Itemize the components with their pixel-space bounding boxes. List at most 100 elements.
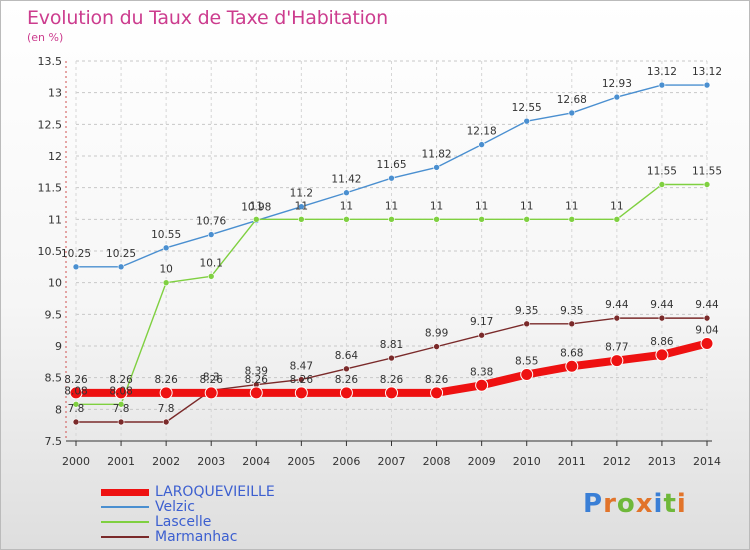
data-point: [523, 117, 531, 125]
data-point: [703, 81, 711, 89]
y-tick-label: 7.5: [45, 435, 63, 448]
data-label: 10.25: [106, 248, 136, 260]
data-label: 11: [340, 200, 353, 212]
y-tick-label: 8: [55, 403, 62, 416]
data-label: 8.26: [335, 374, 359, 386]
data-label: 9.35: [515, 305, 538, 317]
data-label: 8.99: [425, 328, 448, 340]
legend-label: Velzic: [155, 499, 195, 515]
x-tick-label: 2009: [468, 455, 496, 468]
data-point: [298, 216, 305, 223]
x-tick-label: 2006: [332, 455, 360, 468]
logo-letter: t: [663, 489, 677, 519]
x-tick-label: 2007: [378, 455, 406, 468]
data-point: [523, 320, 531, 328]
data-point: [69, 386, 83, 400]
data-label: 11.55: [647, 166, 677, 178]
data-label: 10.55: [151, 229, 181, 241]
data-label: 11.42: [331, 174, 361, 186]
data-label: 8.39: [245, 366, 268, 378]
legend-swatch-laroquevieille: [101, 489, 149, 496]
data-label: 8.3: [203, 371, 220, 383]
data-point: [162, 244, 170, 252]
legend-swatch-lascelle: [101, 521, 149, 523]
data-label: 8.38: [470, 366, 493, 378]
x-tick-label: 2002: [152, 455, 180, 468]
y-tick-label: 8.5: [45, 372, 63, 385]
data-point: [523, 216, 531, 223]
data-label: 12.68: [557, 94, 587, 106]
data-labels: 8.26 8.26 8.26 8.26 8.26 8.26 8.26 8.26 8.268.38…: [61, 66, 722, 415]
data-label: 8.64: [335, 350, 359, 362]
data-label: 9.35: [560, 305, 583, 317]
data-label: 11.2: [290, 188, 313, 200]
data-point: [388, 174, 395, 182]
y-tick-label: 11.5: [38, 182, 63, 195]
data-point: [700, 336, 714, 350]
legend-label: Marmanhac: [155, 529, 238, 545]
data-point: [610, 354, 624, 368]
data-point: [159, 386, 173, 400]
logo-letter: x: [635, 489, 654, 519]
data-point: [162, 418, 170, 426]
series-lines: [69, 81, 714, 426]
legend-swatch-marmanhac: [101, 536, 149, 538]
data-label: 9.44: [605, 299, 629, 311]
x-tick-label: 2012: [603, 455, 631, 468]
data-point: [117, 400, 125, 408]
data-point: [207, 231, 215, 238]
data-point: [478, 141, 485, 148]
data-label: 8.26: [64, 374, 88, 386]
data-point: [655, 348, 669, 362]
x-tick-label: 2008: [423, 455, 451, 468]
data-point: [568, 320, 576, 328]
legend-swatch-velzic: [101, 506, 149, 508]
y-tick-label: 11: [48, 213, 62, 226]
x-tick-label: 2004: [242, 455, 270, 468]
data-point: [249, 386, 263, 400]
data-point: [343, 365, 350, 373]
data-label: 11: [520, 200, 533, 212]
x-tick-label: 2010: [513, 455, 541, 468]
data-label: 9.44: [695, 299, 719, 311]
data-point: [252, 216, 260, 223]
data-label: 11.55: [692, 166, 722, 178]
data-label: 9.04: [695, 324, 719, 336]
data-point: [703, 314, 711, 322]
data-point: [298, 376, 305, 383]
y-tick-label: 9: [55, 340, 62, 353]
y-tick-label: 10.5: [38, 245, 63, 258]
data-label: 8.08: [64, 385, 87, 397]
data-label: 8.08: [109, 385, 132, 397]
data-label: 11: [250, 200, 263, 212]
data-label: 8.26: [109, 374, 133, 386]
data-label: 12.18: [467, 126, 497, 138]
data-point: [568, 216, 576, 223]
data-point: [613, 216, 621, 223]
data-point: [658, 314, 666, 322]
data-label: 11: [385, 200, 398, 212]
data-label: 10.1: [200, 257, 223, 269]
data-point: [385, 386, 398, 400]
data-point: [433, 216, 440, 223]
data-point: [703, 181, 711, 188]
data-label: 12.55: [512, 102, 542, 114]
data-point: [72, 263, 80, 271]
data-label: 12.93: [602, 78, 632, 90]
x-tick-label: 2003: [197, 455, 225, 468]
data-label: 8.26: [245, 374, 269, 386]
axes: 7.5 8 8.5 9 9.5 10 10.5 11 11.5 12 12.5 13 13.5 2000 2…: [38, 55, 722, 468]
data-point: [339, 386, 353, 400]
data-label: 7.8: [113, 403, 130, 415]
data-point: [117, 418, 125, 426]
data-point: [613, 314, 621, 322]
y-tick-label: 10: [48, 277, 62, 290]
data-point: [298, 203, 305, 210]
data-label: 8.47: [290, 361, 313, 373]
data-point: [72, 418, 80, 426]
logo-letter: r: [603, 489, 617, 519]
data-point: [433, 164, 440, 171]
data-label: 9.44: [650, 299, 674, 311]
logo-letter: P: [583, 489, 604, 519]
